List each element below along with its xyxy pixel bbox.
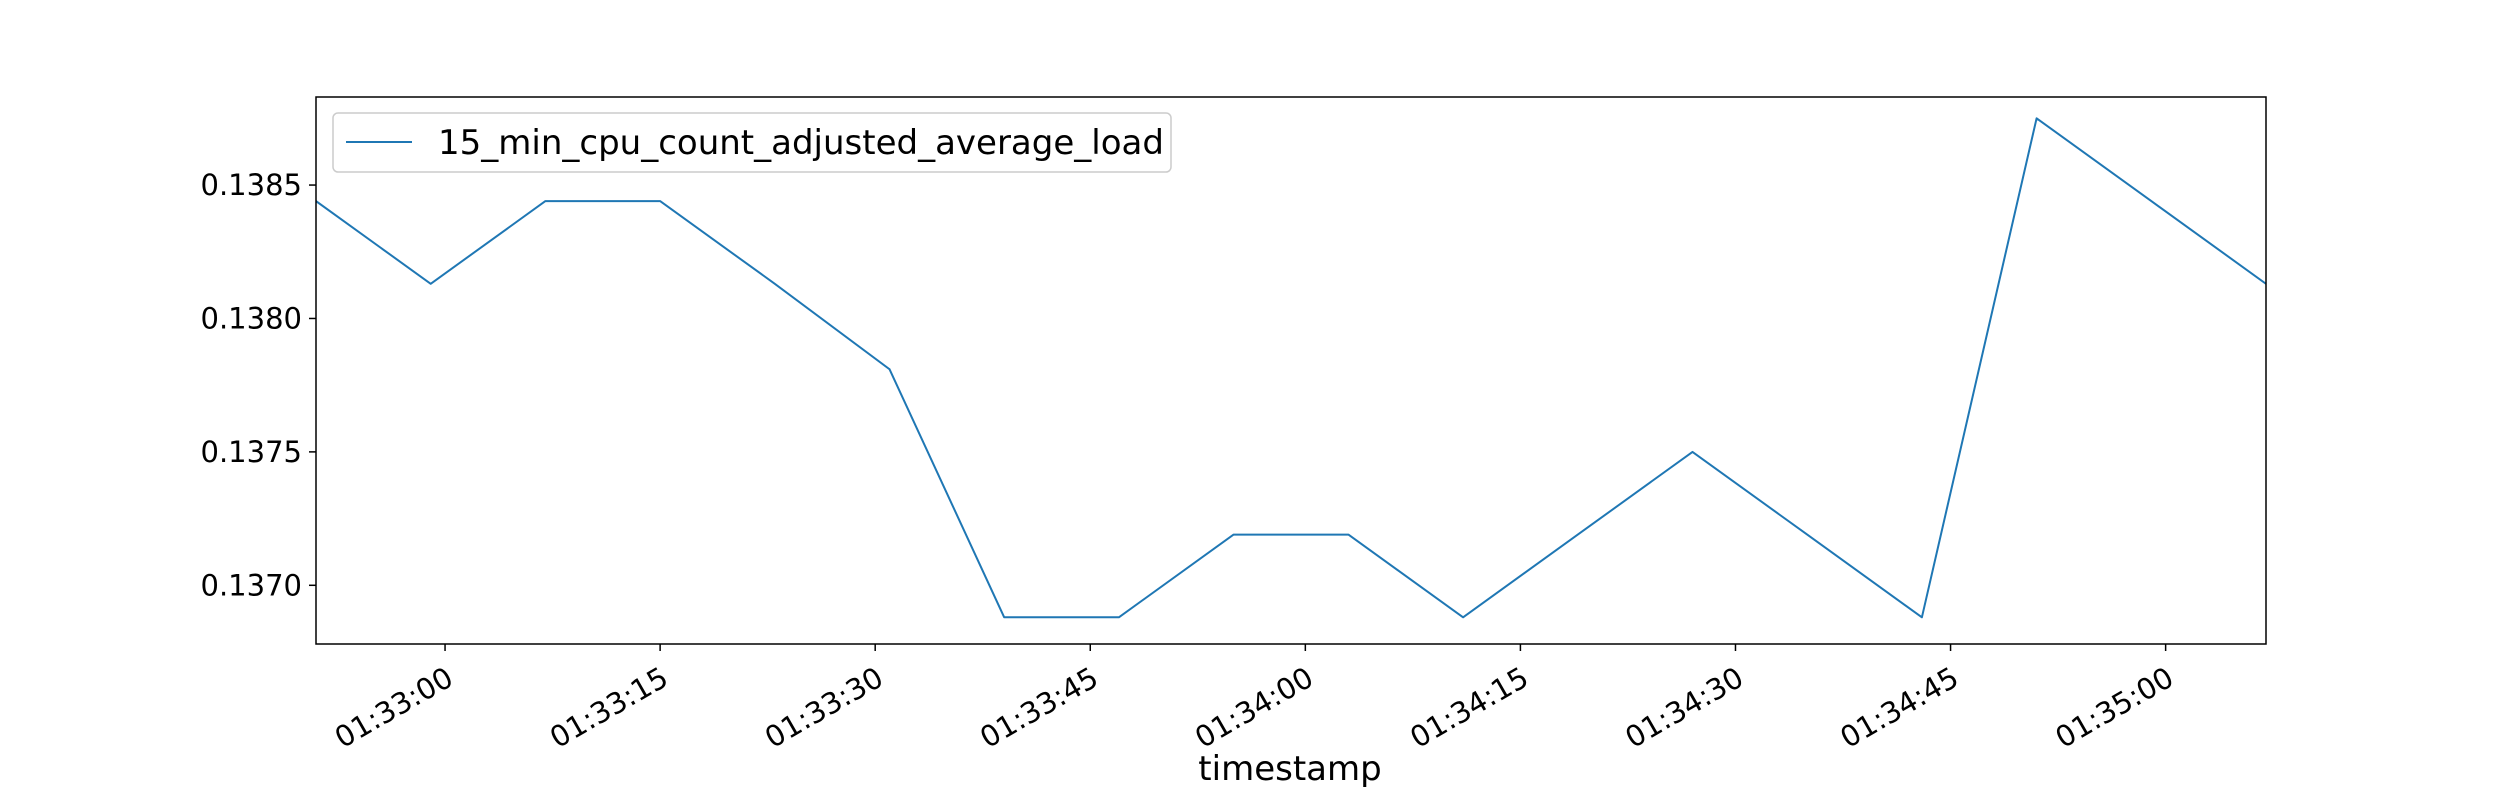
plot-frame [315, 96, 2267, 645]
x-tick-label: 01:33:45 [974, 660, 1104, 755]
x-tick-label: 01:34:00 [1189, 660, 1319, 755]
y-tick-label: 0.1380 [201, 301, 302, 335]
x-axis-label: timestamp [1198, 749, 1381, 789]
legend-box [332, 112, 1172, 173]
x-tick-label: 01:33:30 [759, 660, 889, 755]
legend: 15_min_cpu_count_adjusted_average_load [332, 112, 1172, 173]
x-tick-label: 01:34:30 [1619, 660, 1749, 755]
x-tick-label: 01:35:00 [2049, 660, 2179, 755]
y-axis: 0.1370 0.1375 0.1380 0.1385 [201, 168, 316, 602]
y-tick-label: 0.1370 [201, 568, 302, 602]
legend-entry-label: 15_min_cpu_count_adjusted_average_load [438, 123, 1164, 163]
x-tick-label: 01:34:45 [1834, 660, 1964, 755]
plot-background [316, 97, 2266, 644]
x-tick-label: 01:34:15 [1404, 660, 1534, 755]
y-tick-label: 0.1375 [201, 435, 302, 469]
x-tick-label: 01:33:00 [329, 660, 459, 755]
x-tick-label: 01:33:15 [544, 660, 674, 755]
series-line-0 [316, 117, 2266, 619]
series-layer [316, 117, 2266, 619]
y-tick-label: 0.1385 [201, 168, 302, 202]
x-axis: 01:33:00 01:33:15 01:33:30 01:33:45 01:34:00… [329, 644, 2179, 755]
